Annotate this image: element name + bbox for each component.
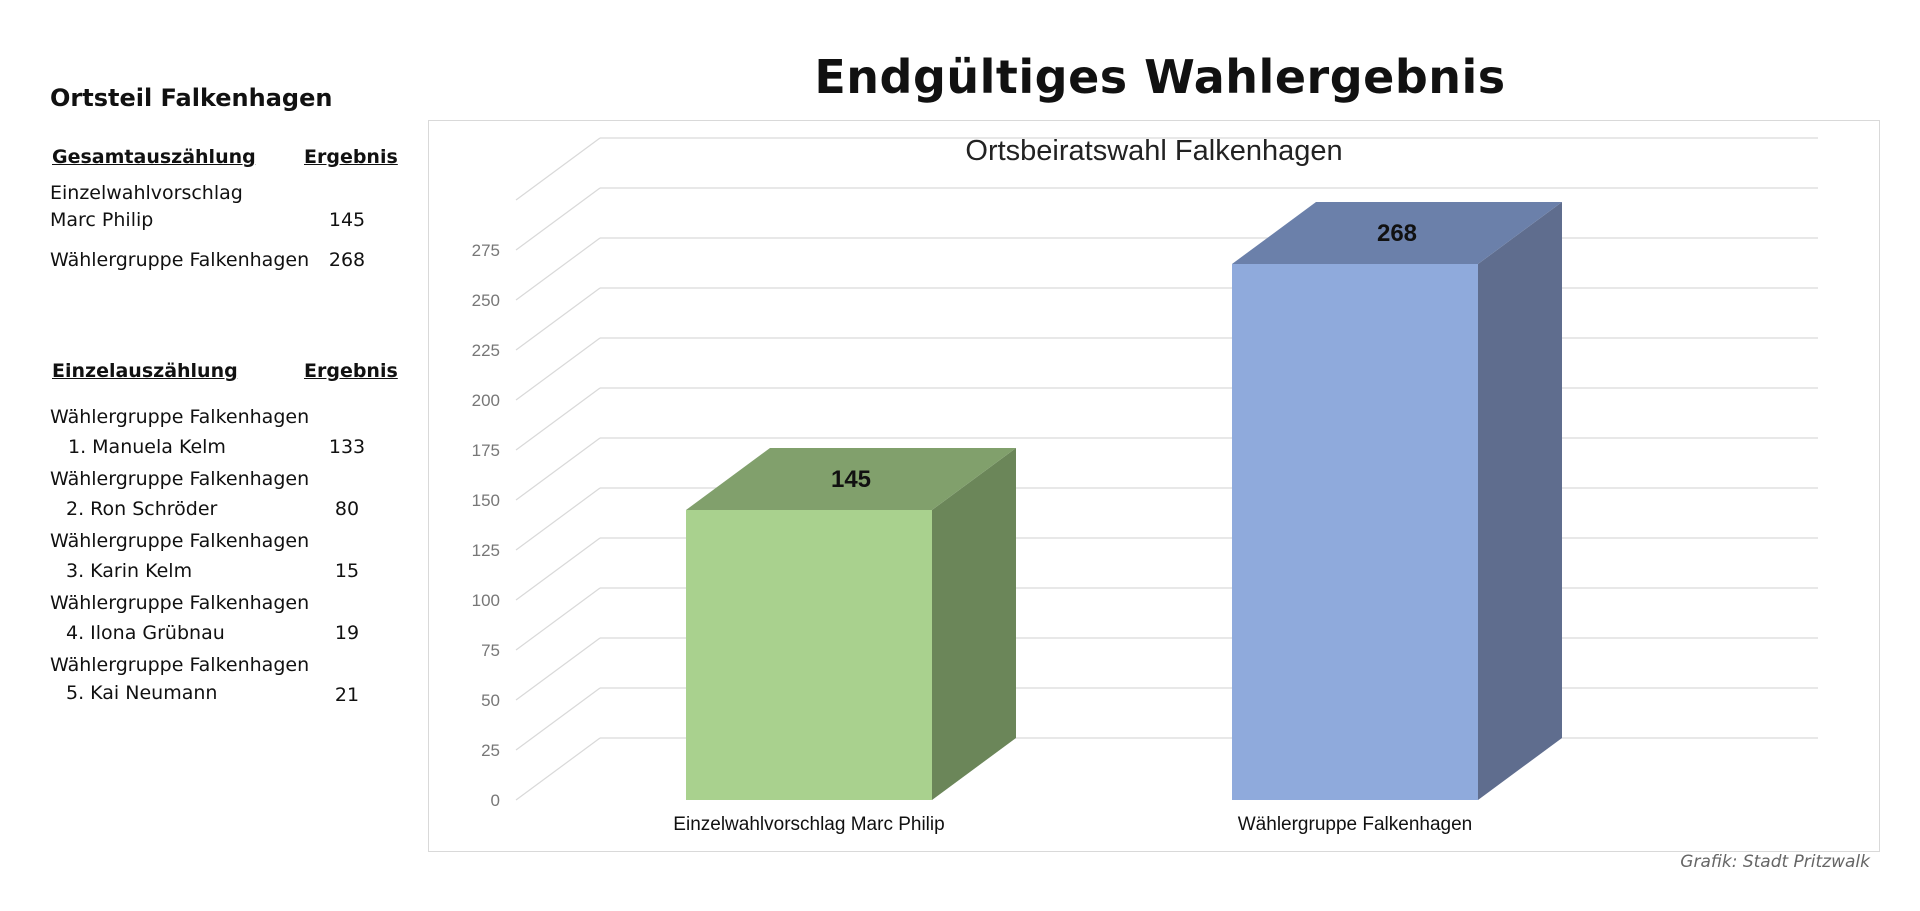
single-row-1-value: 133 xyxy=(328,436,366,458)
y-tick-label: 150 xyxy=(472,491,500,510)
total-heading: Gesamtauszählung xyxy=(52,146,256,168)
category-labels: Einzelwahlvorschlag Marc Philip Wählergru… xyxy=(673,814,1472,835)
total-row-1-value: 145 xyxy=(328,209,366,231)
bars xyxy=(686,202,1562,800)
data-label: 145 xyxy=(831,466,871,493)
bar-1 xyxy=(686,448,1016,800)
single-row-2-candidate: 2. Ron Schröder xyxy=(66,498,218,520)
y-tick-label: 225 xyxy=(472,341,500,360)
y-tick-label: 50 xyxy=(481,691,500,710)
y-tick-label: 125 xyxy=(472,541,500,560)
chart-frame xyxy=(428,120,1880,852)
gridline-side xyxy=(515,687,601,751)
y-tick-label: 200 xyxy=(472,391,500,410)
gridline-side xyxy=(515,437,601,501)
single-result-heading: Ergebnis xyxy=(304,360,398,382)
category-label: Wählergruppe Falkenhagen xyxy=(1238,814,1473,835)
data-label: 268 xyxy=(1377,220,1417,247)
y-tick-label: 25 xyxy=(481,741,500,760)
total-row-1-line-2: Marc Philip xyxy=(50,209,154,231)
y-tick-label: 0 xyxy=(491,791,500,810)
single-row-3-value: 15 xyxy=(334,560,360,582)
bar-front xyxy=(1232,264,1478,800)
gridline-side xyxy=(515,237,601,301)
single-row-3-candidate: 3. Karin Kelm xyxy=(66,560,193,582)
single-row-5-candidate: 5. Kai Neumann xyxy=(66,682,218,704)
gridline-side xyxy=(515,287,601,351)
credit: Grafik: Stadt Pritzwalk xyxy=(1680,852,1870,872)
single-row-5-value: 21 xyxy=(334,684,360,706)
gridline-side xyxy=(515,187,601,251)
gridline-side xyxy=(515,487,601,551)
bar-top xyxy=(1232,202,1562,264)
single-row-2-value: 80 xyxy=(334,498,360,520)
data-labels: 145 268 xyxy=(831,220,1417,493)
y-tick-label: 250 xyxy=(472,291,500,310)
total-row-2-line-1: Wählergruppe Falkenhagen xyxy=(50,249,310,271)
single-row-3-group: Wählergruppe Falkenhagen xyxy=(50,530,310,552)
gridline-side xyxy=(515,337,601,401)
single-row-1-group: Wählergruppe Falkenhagen xyxy=(50,406,310,428)
bar-2 xyxy=(1232,202,1562,800)
total-row-2-value: 268 xyxy=(328,249,366,271)
single-row-1-candidate: 1. Manuela Kelm xyxy=(68,436,226,458)
page-title: Endgültiges Wahlergebnis xyxy=(814,50,1506,104)
total-result-heading: Ergebnis xyxy=(304,146,398,168)
bar-side xyxy=(932,448,1016,800)
gridline-side xyxy=(515,537,601,601)
bar-top xyxy=(686,448,1016,510)
gridline-side xyxy=(515,737,601,801)
y-tick-label: 175 xyxy=(472,441,500,460)
bar-chart: Ortsbeiratswahl Falkenhagen 0 25 50 75 100 12… xyxy=(472,135,1818,835)
chart-title: Ortsbeiratswahl Falkenhagen xyxy=(965,135,1342,167)
gridline-side xyxy=(515,387,601,451)
y-tick-label: 75 xyxy=(481,641,500,660)
gridline-side xyxy=(515,637,601,701)
bar-side xyxy=(1478,202,1562,800)
single-row-2-group: Wählergruppe Falkenhagen xyxy=(50,468,310,490)
y-tick-label: 100 xyxy=(472,591,500,610)
y-tick-labels: 0 25 50 75 100 125 150 175 200 225 250 275 xyxy=(472,241,500,810)
bar-front xyxy=(686,510,932,800)
single-row-4-group: Wählergruppe Falkenhagen xyxy=(50,592,310,614)
gridline-side xyxy=(515,137,601,201)
y-tick-label: 275 xyxy=(472,241,500,260)
category-label: Einzelwahlvorschlag Marc Philip xyxy=(673,814,944,835)
single-row-5-group: Wählergruppe Falkenhagen xyxy=(50,654,310,676)
single-heading: Einzelauszählung xyxy=(52,360,238,382)
district-title: Ortsteil Falkenhagen xyxy=(50,84,333,112)
single-row-4-candidate: 4. Ilona Grübnau xyxy=(66,622,225,644)
single-row-4-value: 19 xyxy=(334,622,360,644)
total-row-1-line-1: Einzelwahlvorschlag xyxy=(50,182,243,204)
gridline-side xyxy=(515,587,601,651)
